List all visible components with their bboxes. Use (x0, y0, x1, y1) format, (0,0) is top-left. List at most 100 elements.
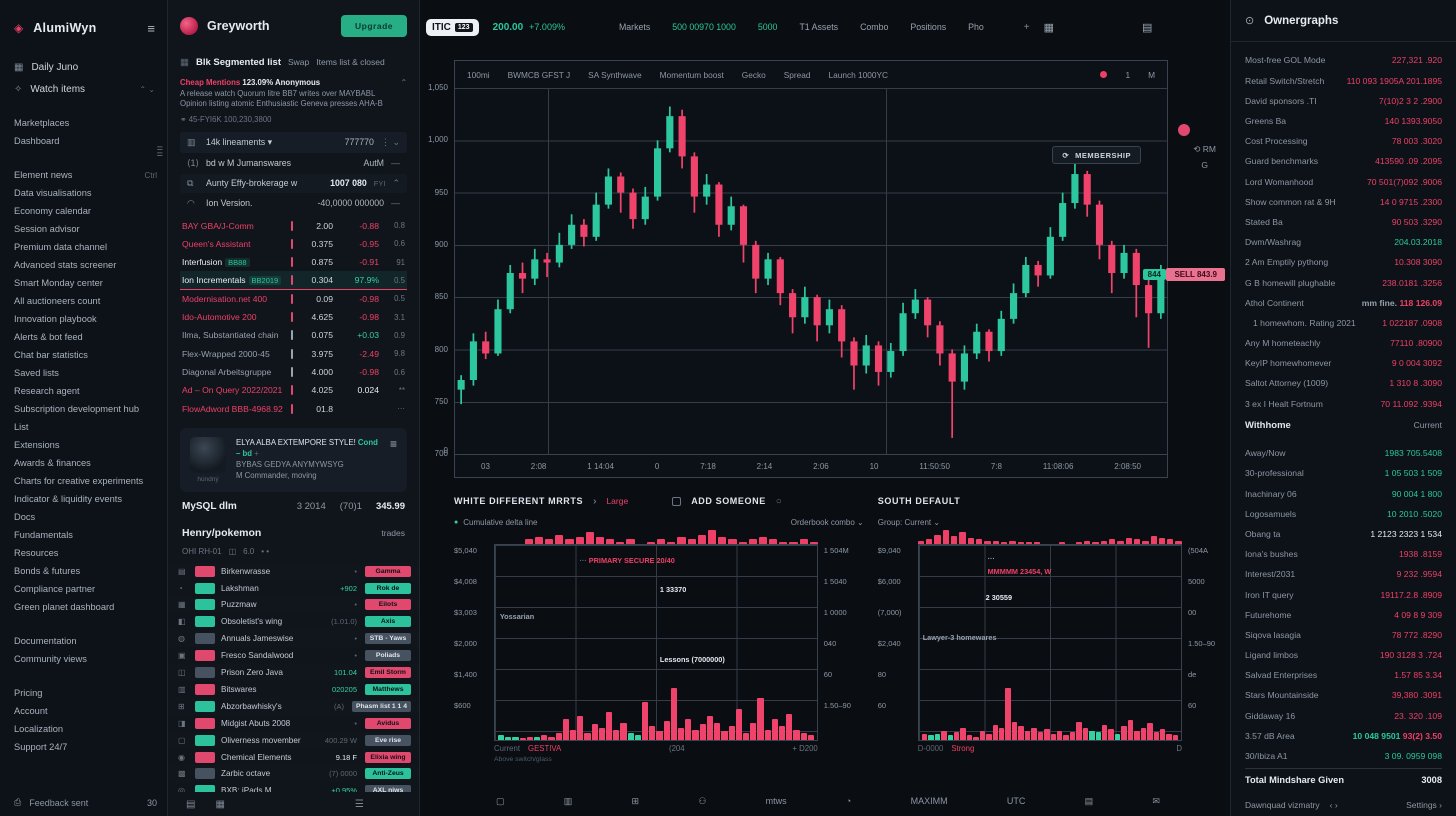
panel-footer-icon-1[interactable]: ▦ (215, 798, 225, 810)
quote-row[interactable]: Interfusion BB88 0.875 -0.91 91 (180, 253, 407, 271)
news-blurb[interactable]: ⌃ Cheap Mentions 123.09% Anonymous A rel… (180, 78, 407, 110)
menu-item[interactable]: Positions (910, 22, 947, 32)
undo-tool-icon[interactable]: ⟲ RM (1193, 144, 1216, 154)
trader-plus[interactable]: + (254, 448, 259, 458)
sidebar-resize-handle[interactable]: = = (156, 143, 163, 161)
exchange-icon[interactable]: ▤ (1142, 21, 1153, 34)
position-row[interactable]: ◫ Prison Zero Java 101.04 Emil Storm (168, 664, 419, 681)
layout-grid-icon[interactable]: ▦ (1043, 21, 1055, 34)
menu-item[interactable]: Combo (860, 22, 889, 32)
quote-row[interactable]: FlowAdword BBB-4968.92 01.8 ··· (180, 399, 407, 417)
sidebar-item-list[interactable]: List (14, 422, 29, 432)
sidebar-item-documentation[interactable]: Documentation (14, 636, 77, 646)
upgrade-button[interactable]: Upgrade (341, 15, 407, 37)
position-row[interactable]: ◨ Midgist Abuts 2008 • Avidus (168, 715, 419, 732)
large-link[interactable]: Large (606, 496, 629, 506)
footer-tool-icon-5[interactable]: ◔ (845, 796, 852, 806)
position-row[interactable]: ⊞ Abzorbawhisky's (A) Phasm list 1 1 4 (168, 697, 419, 715)
sidebar-item-charts-for-creative-experiments[interactable]: Charts for creative experiments (14, 476, 144, 486)
widget-row-trail-icon[interactable]: — (391, 198, 400, 208)
menu-item[interactable]: Markets (618, 22, 651, 32)
camera-icon[interactable]: ◫ (228, 547, 237, 557)
time-axis[interactable]: 03 2:08 1 14:04 0 7:18 2:14 2:06 10 11:50:50 7:8 1… (455, 454, 1167, 477)
tool-m[interactable]: M (1148, 69, 1155, 80)
panel-footer-icon-0[interactable]: ▤ (186, 798, 196, 810)
sidebar-item-subscription-development-hub[interactable]: Subscription development hub (14, 404, 140, 414)
position-row[interactable]: ▥ Bitswares 020205 Matthews (168, 681, 419, 698)
sidebar-item-alerts-bot-feed[interactable]: Alerts & bot feed (14, 332, 83, 342)
sidebar-item-all-auctioneers-count[interactable]: All auctioneers count (14, 296, 101, 306)
add-someone-label[interactable]: ADD SOMEONE (691, 496, 766, 506)
chart-tool[interactable]: Gecko (741, 69, 766, 80)
quote-row[interactable]: BAY GBA/J-Comm 2.00 -0.88 0.8 (180, 217, 407, 235)
position-row[interactable]: ▦ Puzzmaw • Eilots (168, 596, 419, 614)
widget-row[interactable]: ◠ Ion Version. -40,0000 000000 — (180, 194, 407, 213)
sidebar-item-resources[interactable]: Resources (14, 548, 59, 558)
chart-tool[interactable]: BWMCB GFST J (507, 69, 571, 80)
widget-row-trail-icon[interactable]: ⋮ ⌄ (380, 136, 400, 147)
menu-item[interactable]: 5000 (757, 22, 778, 32)
hamburger-icon[interactable]: ≡ (147, 20, 155, 36)
position-row[interactable]: ▩ Zarbic octave (7) 0000 Anti-Zeus (168, 765, 419, 783)
widget-row-trail-icon[interactable]: — (391, 158, 400, 168)
footer-pager[interactable]: ‹ › (1329, 799, 1338, 810)
chart-tool[interactable]: Momentum boost (659, 69, 724, 80)
expand-icon[interactable]: ⌃ (400, 78, 407, 87)
sidebar-item-bonds-futures[interactable]: Bonds & futures (14, 566, 81, 576)
sidebar-item-economy-calendar[interactable]: Economy calendar (14, 206, 91, 216)
footer-tool-icon-0[interactable]: ▢ (496, 795, 505, 806)
footer-tool-label-6[interactable]: MAXIMM (910, 796, 948, 806)
add-checkbox[interactable] (672, 496, 682, 506)
chart-tool[interactable]: Spread (783, 69, 811, 80)
sidebar-item-research-agent[interactable]: Research agent (14, 386, 80, 396)
position-row[interactable]: ◎ BXB: iPads M +0.95% AXL niws (168, 782, 419, 792)
alert-dot-icon[interactable] (1100, 71, 1108, 78)
sidebar-item-green-planet-dashboard[interactable]: Green planet dashboard (14, 602, 115, 612)
position-row[interactable]: ◉ Chemical Elements 9.18 F Elixia wing (168, 749, 419, 766)
positions-trail[interactable]: trades (381, 527, 405, 538)
sidebar-item-docs[interactable]: Docs (14, 512, 36, 522)
delta-grid[interactable]: ··· PRIMARY SECURE 20/40 1 33370 Yossarian… (494, 544, 818, 741)
quote-row[interactable]: Ilma, Substantiated chain 0.075 +0.03 0.9 (180, 326, 407, 344)
chart-tool[interactable]: Launch 1000YC (828, 69, 889, 80)
footer-tool-icon-3[interactable]: ⚇ (698, 795, 707, 806)
sidebar-item-localization[interactable]: Localization (14, 724, 64, 734)
orderbook-combo-select[interactable]: Orderbook combo ⌄ (790, 517, 864, 527)
sidebar-item-pricing[interactable]: Pricing (14, 688, 43, 698)
position-row[interactable]: ◍ Annuals Jameswise • STB - Yaws (168, 630, 419, 648)
sidebar-item-innovation-playbook[interactable]: Innovation playbook (14, 314, 97, 324)
sidebar-pinned-item[interactable]: ▦ Daily Juno (14, 56, 167, 78)
g-tool-icon[interactable]: G (1201, 160, 1208, 170)
widget-row[interactable]: ⧉ Aunty Effy-brokerage w 1007 080 FYI ⌃ (180, 173, 407, 193)
settings-link[interactable]: Settings › (1406, 799, 1442, 810)
sidebar-item-smart-monday-center[interactable]: Smart Monday center (14, 278, 103, 288)
menu-item[interactable]: 500 00970 1000 (672, 22, 736, 32)
position-row[interactable]: ▣ Fresco Sandalwood • Poliads (168, 647, 419, 664)
menu-item[interactable]: T1 Assets (799, 22, 839, 32)
sidebar-item-saved-lists[interactable]: Saved lists (14, 368, 59, 378)
footer-tool-icon-8[interactable]: ▤ (1084, 795, 1094, 806)
sidebar-item-indicator-liquidity-events[interactable]: Indicator & liquidity events (14, 494, 123, 504)
sidebar-item-community-views[interactable]: Community views (14, 654, 87, 664)
menu-item[interactable]: Pho (968, 22, 984, 32)
tab-items-closed[interactable]: Items list & closed (316, 57, 385, 67)
footer-tool-icon-9[interactable]: ✉ (1152, 795, 1160, 806)
card-menu-icon[interactable]: ≡ (389, 436, 397, 451)
footer-tool-label-7[interactable]: UTC (1006, 796, 1026, 806)
notification-dot-icon[interactable] (1178, 124, 1190, 136)
footer-tool-label-4[interactable]: mtws (765, 796, 787, 806)
sidebar-pinned-item[interactable]: ✧ Watch items ⌃ ⌄ (14, 78, 167, 100)
widget-row[interactable]: ⟨1⟩ bd w M Jumanswares AutM — (180, 154, 407, 173)
position-row[interactable]: ◧ Obsoletist's wing (1.01.0) Axis (168, 613, 419, 630)
quote-row[interactable]: Ido-Automotive 200 4.625 -0.98 3.1 (180, 308, 407, 326)
chevron-right-icon[interactable]: › (593, 495, 597, 507)
candlestick-plot[interactable]: ⟳ MEMBERSHIP 844 SELL 843.9 (455, 88, 1225, 454)
depth-grid[interactable]: ··· MMMMM 23454, W 2 30559 Lawyer-3 homewar… (917, 544, 1182, 741)
trader-card[interactable]: húndný ELYA ALBA EXTEMPORE STYLE! Cond –… (180, 427, 407, 492)
sidebar-item-session-advisor[interactable]: Session advisor (14, 224, 80, 234)
refresh-pill-button[interactable]: ⟳ MEMBERSHIP (1052, 146, 1141, 164)
quote-row[interactable]: Diagonal Arbeitsgruppe 4.000 -0.98 0.6 (180, 363, 407, 381)
depth-group-select[interactable]: Group: Current ⌄ (877, 517, 941, 527)
sidebar-item-marketplaces[interactable]: Marketplaces (14, 118, 70, 128)
footer-tool-icon-1[interactable]: ▥ (563, 795, 573, 806)
